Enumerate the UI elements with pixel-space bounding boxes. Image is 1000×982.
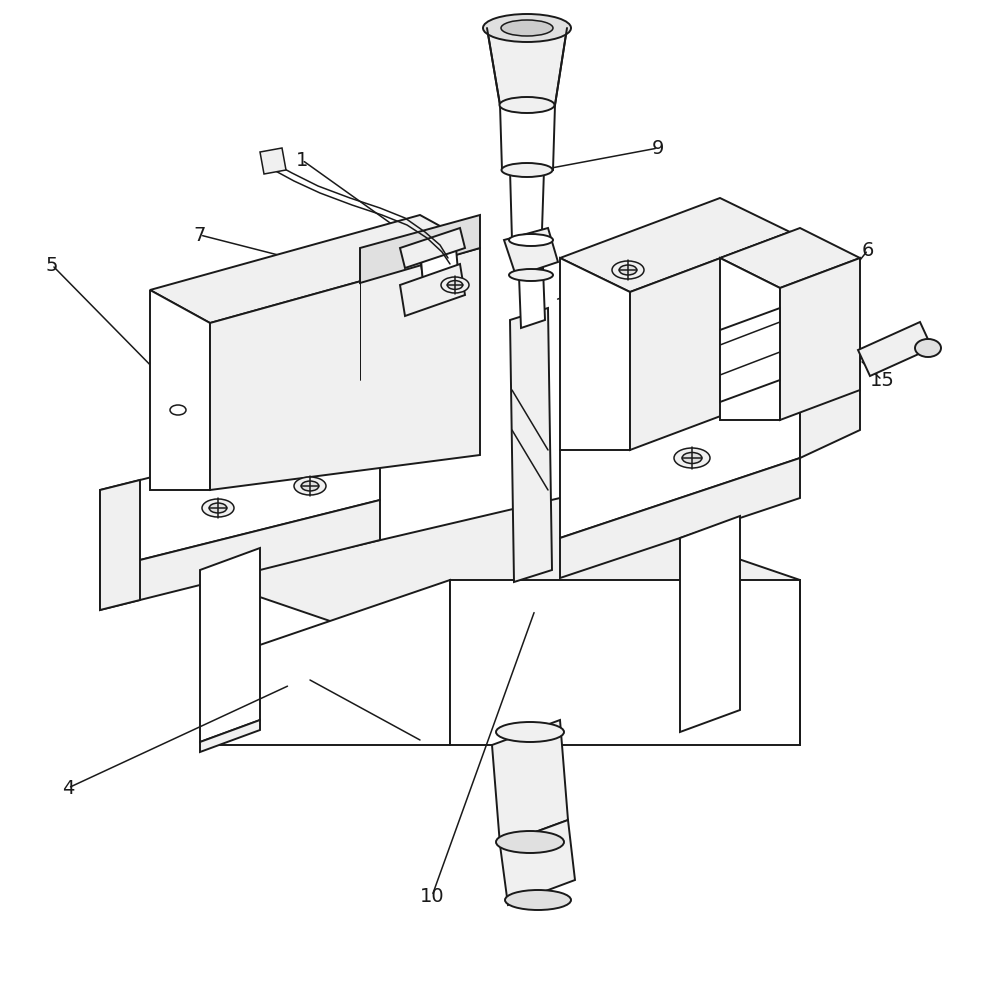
Polygon shape (680, 516, 740, 732)
Text: 10: 10 (420, 887, 444, 905)
Polygon shape (420, 236, 460, 307)
Ellipse shape (496, 831, 564, 853)
Ellipse shape (501, 20, 553, 36)
Text: 5: 5 (46, 255, 58, 275)
Polygon shape (420, 248, 458, 284)
Polygon shape (504, 228, 558, 276)
Polygon shape (400, 264, 465, 316)
Ellipse shape (502, 163, 552, 177)
Ellipse shape (509, 269, 553, 281)
Polygon shape (360, 215, 480, 283)
Polygon shape (210, 248, 480, 490)
Text: 15: 15 (870, 370, 894, 390)
Polygon shape (100, 420, 380, 570)
Ellipse shape (500, 97, 554, 113)
Polygon shape (720, 308, 780, 402)
Polygon shape (519, 268, 545, 328)
Polygon shape (780, 258, 860, 420)
Text: 6: 6 (862, 241, 874, 259)
Polygon shape (630, 232, 790, 450)
Polygon shape (510, 170, 544, 240)
Polygon shape (100, 480, 140, 610)
Polygon shape (150, 290, 210, 490)
Text: 1: 1 (296, 150, 308, 170)
Ellipse shape (612, 261, 644, 279)
Text: 4: 4 (62, 779, 74, 797)
Polygon shape (560, 198, 790, 292)
Polygon shape (150, 215, 480, 323)
Polygon shape (200, 720, 260, 752)
Polygon shape (210, 580, 450, 745)
Ellipse shape (170, 405, 186, 415)
Ellipse shape (202, 499, 234, 517)
Ellipse shape (483, 14, 571, 42)
Ellipse shape (682, 453, 702, 464)
Polygon shape (720, 228, 860, 288)
Ellipse shape (209, 503, 227, 513)
Polygon shape (858, 322, 932, 376)
Ellipse shape (915, 339, 941, 357)
Ellipse shape (447, 281, 463, 290)
Ellipse shape (509, 234, 553, 246)
Ellipse shape (441, 277, 469, 293)
Ellipse shape (505, 890, 571, 910)
Polygon shape (100, 500, 380, 610)
Polygon shape (800, 342, 860, 458)
Polygon shape (720, 258, 780, 420)
Text: 7: 7 (194, 226, 206, 245)
Ellipse shape (294, 477, 326, 495)
Polygon shape (200, 548, 260, 742)
Polygon shape (210, 498, 800, 662)
Text: 9: 9 (652, 138, 664, 157)
Ellipse shape (619, 265, 637, 275)
Polygon shape (560, 458, 800, 578)
Text: 8: 8 (756, 234, 768, 252)
Polygon shape (500, 105, 555, 170)
Polygon shape (450, 580, 800, 745)
Polygon shape (487, 28, 567, 105)
Ellipse shape (674, 448, 710, 468)
Polygon shape (492, 720, 568, 845)
Polygon shape (500, 820, 575, 905)
Polygon shape (560, 370, 800, 538)
Polygon shape (260, 148, 286, 174)
Ellipse shape (496, 722, 564, 742)
Text: 18: 18 (636, 258, 660, 278)
Polygon shape (510, 308, 552, 582)
Ellipse shape (301, 481, 319, 491)
Polygon shape (560, 258, 630, 450)
Polygon shape (400, 228, 465, 268)
